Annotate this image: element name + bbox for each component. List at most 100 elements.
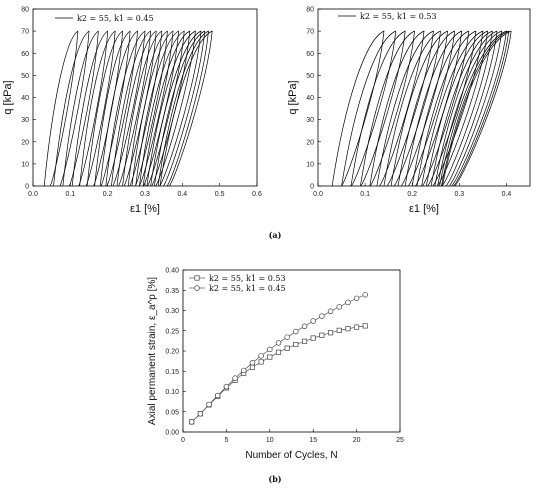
x-tick-label: 0.3: [140, 191, 150, 198]
data-point-circle: [336, 304, 342, 310]
panel-label-b: (b): [268, 474, 281, 484]
hysteresis-loop: [350, 30, 406, 187]
hysteresis-loop: [122, 30, 163, 187]
x-tick-label: 5: [224, 437, 228, 444]
hysteresis-loop: [341, 30, 397, 187]
legend-entry: k2 = 55, k1 = 0.45: [209, 284, 286, 293]
y-tick-label: 20: [21, 139, 29, 146]
data-point-square: [345, 326, 351, 332]
data-point-circle: [249, 359, 256, 366]
x-tick-label: 0.1: [65, 191, 75, 198]
hysteresis-loop: [79, 30, 116, 187]
data-point-circle: [362, 291, 369, 298]
data-point-circle: [301, 323, 308, 330]
y-tick-label: 0.05: [165, 409, 179, 416]
y-tick-label: 80: [306, 7, 314, 14]
y-tick-label: 10: [306, 161, 314, 168]
hysteresis-loop: [62, 30, 99, 187]
y-tick-label: 50: [306, 73, 314, 80]
hysteresis-loop: [105, 30, 146, 187]
data-point-circle: [327, 308, 334, 315]
y-tick-label: 0.10: [165, 389, 179, 396]
y-tick-label: 0: [310, 184, 314, 191]
y-axis-label: Axial permanent strain, ε_a^p [%]: [147, 277, 158, 425]
panel-label-a: (a): [269, 230, 282, 240]
y-tick-label: 30: [306, 117, 314, 124]
data-point-square: [249, 364, 255, 370]
data-point-square: [319, 332, 325, 338]
hysteresis-loop: [421, 30, 484, 187]
x-tick-label: 25: [396, 437, 404, 444]
data-point-square: [267, 354, 273, 360]
x-tick-label: 0.2: [407, 191, 417, 198]
hysteresis-loop: [157, 30, 209, 187]
data-point-square: [354, 324, 360, 330]
y-axis-label: q [kPa]: [2, 80, 14, 114]
data-point-circle: [241, 367, 247, 374]
y-tick-label: 0.40: [165, 268, 179, 275]
x-tick-label: 0.2: [103, 191, 113, 198]
data-point-circle: [319, 313, 325, 319]
data-point-circle: [345, 299, 351, 306]
plot-frame: [32, 8, 258, 187]
hysteresis-loop: [430, 30, 493, 187]
x-tick-label: 0.4: [502, 191, 512, 198]
y-axis-label: q [kPa]: [287, 80, 299, 114]
hysteresis-loop: [135, 30, 179, 187]
hysteresis-loop: [153, 30, 206, 187]
x-tick-label: 0.4: [177, 191, 187, 198]
data-point-square: [293, 341, 299, 348]
hysteresis-loop: [437, 30, 503, 187]
y-tick-label: 0.15: [165, 369, 179, 376]
hysteresis-loop: [426, 30, 489, 187]
chart-b: 0 5 10 15 20 25 0.00 0.05 0.10 0.15 0.20 0.25 0.30 0.…: [147, 268, 404, 462]
y-tick-label: 20: [306, 139, 314, 146]
y-tick-label: 50: [21, 73, 29, 80]
data-point-square: [301, 338, 308, 344]
hysteresis-loop: [390, 30, 448, 187]
y-tick-label: 0.35: [165, 288, 179, 295]
hysteresis-loop: [369, 30, 425, 187]
data-point-circle: [258, 353, 264, 359]
data-point-circle: [223, 383, 230, 390]
series-line: [191, 294, 366, 423]
data-point-circle: [197, 411, 204, 417]
data-point-circle: [214, 392, 221, 399]
legend-entry: k2 = 55, k1 = 0.53: [209, 274, 286, 283]
x-tick-label: 10: [266, 437, 274, 444]
hysteresis-loop: [127, 30, 168, 187]
y-tick-label: 60: [306, 51, 314, 58]
data-point-square: [310, 335, 316, 341]
x-tick-label: 0.0: [313, 191, 323, 198]
data-point-square: [275, 349, 282, 355]
hysteresis-loop: [43, 30, 79, 187]
y-tick-label: 10: [21, 161, 29, 168]
y-tick-label: 0.25: [165, 328, 179, 335]
legend-marker-circle: [194, 285, 200, 291]
data-point-square: [362, 323, 368, 329]
hysteresis-loop: [411, 30, 470, 187]
hysteresis-loop: [94, 30, 131, 187]
hysteresis-loop: [383, 30, 441, 187]
legend-entry: k2 = 55, k1 = 0.45: [77, 14, 154, 23]
hysteresis-loop: [142, 30, 191, 187]
legend-marker-square: [194, 275, 200, 281]
hysteresis-loop: [159, 30, 213, 187]
y-tick-label: 40: [306, 95, 314, 102]
x-axis-label: ε1 [%]: [130, 203, 160, 215]
hysteresis-loop: [146, 30, 196, 187]
x-tick-label: 15: [309, 437, 317, 444]
y-tick-label: 40: [21, 95, 29, 102]
x-axis-label: ε1 [%]: [409, 203, 439, 215]
hysteresis-loop: [439, 30, 507, 187]
x-tick-label: 0: [181, 437, 185, 444]
data-point-circle: [275, 340, 282, 346]
hysteresis-loop: [360, 30, 415, 187]
y-tick-label: 0.00: [165, 430, 179, 437]
chart-a-right: 0.0 0.1 0.2 0.3 0.4 0 10 20 30 40 50 60 70 80 q [kPa]…: [287, 7, 531, 215]
hysteresis-loop: [331, 30, 385, 187]
data-point-circle: [232, 375, 238, 381]
data-point-square: [284, 345, 290, 351]
